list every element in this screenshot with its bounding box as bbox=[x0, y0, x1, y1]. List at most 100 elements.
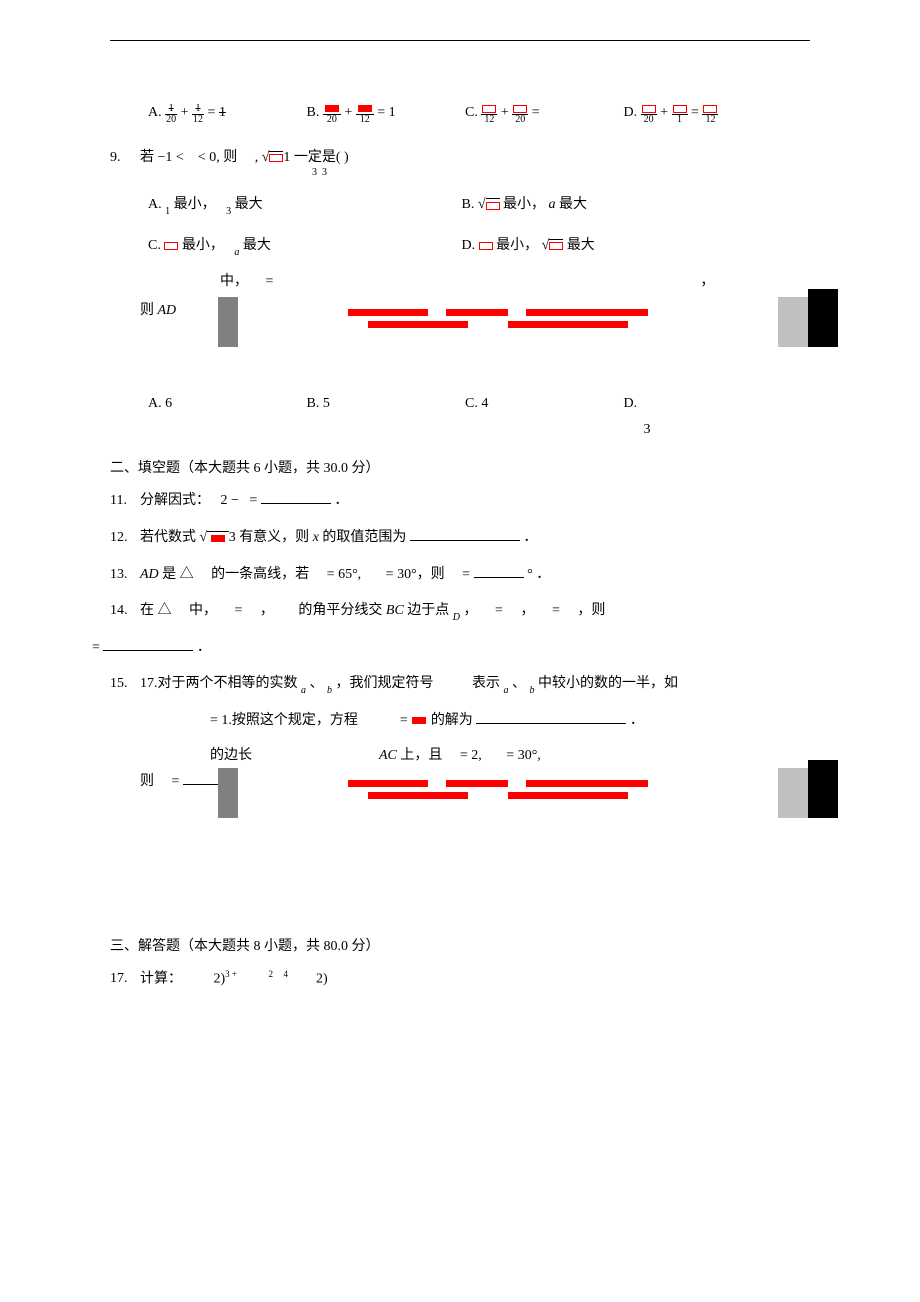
q15: 15. 17.对于两个不相等的实数 a 、 b ，我们规定符号 表示 a 、 b… bbox=[110, 671, 810, 698]
redacted-icon bbox=[513, 105, 527, 113]
rhs: 1 bbox=[389, 105, 396, 120]
text: 最小， bbox=[174, 197, 216, 212]
blank bbox=[474, 564, 524, 578]
sqrt-expr: √ bbox=[478, 197, 500, 212]
banner-black bbox=[808, 289, 838, 347]
q-number: 14. bbox=[110, 598, 128, 625]
q8-opt-b: B. 20 + 12 = 1 bbox=[307, 100, 462, 127]
eq: = bbox=[691, 105, 702, 120]
sub: 3 bbox=[312, 167, 317, 178]
text: 则 bbox=[140, 303, 154, 318]
q9-opt-a: A. 1 最小， 3 最大 bbox=[148, 192, 458, 219]
q9-stem: 若 −1 < < 0, 则 , √1 一定是( ) 3 3 bbox=[140, 145, 810, 183]
q-number: 15. bbox=[110, 671, 128, 698]
redacted-icon bbox=[486, 202, 500, 210]
plus: + bbox=[501, 105, 512, 120]
text: 的一条高线，若 bbox=[211, 567, 309, 582]
opt-label: D. bbox=[462, 238, 476, 253]
gap bbox=[428, 780, 446, 787]
value: 3 bbox=[644, 422, 651, 437]
text: ， bbox=[464, 603, 478, 618]
fraction: 12 bbox=[481, 104, 497, 125]
sub: 3 bbox=[322, 167, 327, 178]
plus: + bbox=[344, 105, 355, 120]
text: 最小， bbox=[503, 197, 545, 212]
q14-line2: = ． bbox=[50, 635, 810, 662]
redacted-icon bbox=[479, 242, 493, 250]
blank bbox=[103, 637, 193, 651]
text: △ bbox=[180, 567, 194, 582]
gap bbox=[428, 309, 446, 316]
text: ° bbox=[527, 567, 533, 582]
q8-opt-c: C. 12 + 20 = bbox=[465, 100, 620, 127]
text: 、 bbox=[310, 676, 324, 691]
q9-opt-c: C. 最小， a 最大 bbox=[148, 233, 458, 260]
redacted-icon bbox=[642, 105, 656, 113]
q17: 17. 计算： 2)3 + 2 4 2) bbox=[110, 966, 810, 993]
italic: BC bbox=[386, 603, 404, 618]
text: 表示 bbox=[472, 676, 500, 691]
text: 2) bbox=[214, 972, 226, 987]
opt-label: A. bbox=[148, 396, 162, 411]
text: 中较小的数的一半，如 bbox=[538, 676, 678, 691]
q14: 14. 在 △ 中， = ， 的角平分线交 BC 边于点 D ， = ， = bbox=[110, 598, 810, 625]
banner-bar bbox=[348, 309, 648, 316]
text: 17.对于两个不相等的实数 bbox=[140, 676, 298, 691]
sub: 1 bbox=[165, 206, 170, 217]
sqrt-expr: √ bbox=[262, 150, 284, 165]
text: 是 bbox=[162, 567, 176, 582]
italic: AD bbox=[158, 303, 177, 318]
text: ． bbox=[334, 493, 348, 508]
italic: b bbox=[327, 685, 332, 696]
text: = bbox=[400, 713, 408, 728]
banner-black bbox=[808, 760, 838, 818]
text: 最小， bbox=[182, 238, 224, 253]
page-content: A. 120 + 112 = 1 B. 20 + 12 = 1 C. 12 + … bbox=[110, 100, 810, 1004]
fraction: 1 bbox=[672, 104, 688, 125]
q9-opt-b: B. √ 最小， a 最大 bbox=[462, 192, 772, 219]
italic: a bbox=[301, 685, 306, 696]
text: 在 bbox=[140, 603, 154, 618]
fraction: 20 bbox=[641, 104, 657, 125]
text: = 30°，则 bbox=[386, 567, 445, 582]
text: 的角平分线交 bbox=[298, 603, 382, 618]
q-number: 11. bbox=[110, 488, 127, 515]
text: = 1.按照这个规定，方程 bbox=[210, 713, 358, 728]
text: 最大 bbox=[567, 238, 595, 253]
text: 有意义，则 bbox=[239, 530, 309, 545]
text: = bbox=[235, 603, 243, 618]
rhs: 1 bbox=[219, 105, 226, 120]
text: 中， bbox=[220, 274, 248, 289]
opt-label: B. bbox=[307, 105, 323, 120]
sup: 2 bbox=[269, 969, 274, 979]
text: 最大 bbox=[559, 197, 587, 212]
text: ． bbox=[523, 530, 537, 545]
text: 最大 bbox=[235, 197, 263, 212]
fraction: 20 bbox=[512, 104, 528, 125]
redaction-banner bbox=[238, 760, 778, 818]
banner-bars bbox=[348, 309, 648, 333]
redacted-icon bbox=[482, 105, 496, 113]
opt-label: D. bbox=[624, 105, 641, 120]
text: = 65°, bbox=[327, 567, 362, 582]
text: ，我们规定符号 bbox=[336, 676, 434, 691]
text: 最大 bbox=[243, 238, 271, 253]
q8-opt-a: A. 120 + 112 = 1 bbox=[148, 100, 303, 127]
q12: 12. 若代数式 √ 3 有意义，则 x 的取值范围为 ． bbox=[110, 525, 810, 552]
text: 则 bbox=[140, 774, 154, 789]
text: ， bbox=[700, 274, 714, 289]
text: 2 − bbox=[221, 493, 239, 508]
text: ， bbox=[260, 603, 274, 618]
text: 3 bbox=[229, 530, 236, 545]
opt-label: D. bbox=[624, 396, 638, 411]
gap bbox=[468, 792, 508, 799]
q8-opt-d: D. 20 + 1 = 12 bbox=[624, 100, 779, 127]
banner-bar bbox=[368, 321, 628, 328]
value: 4 bbox=[481, 396, 488, 411]
text: = bbox=[172, 774, 180, 789]
opt-label: B. bbox=[462, 197, 475, 212]
text: = bbox=[249, 493, 257, 508]
banner-bars bbox=[348, 780, 648, 804]
opt-label: A. bbox=[148, 105, 165, 120]
blank bbox=[410, 527, 520, 541]
